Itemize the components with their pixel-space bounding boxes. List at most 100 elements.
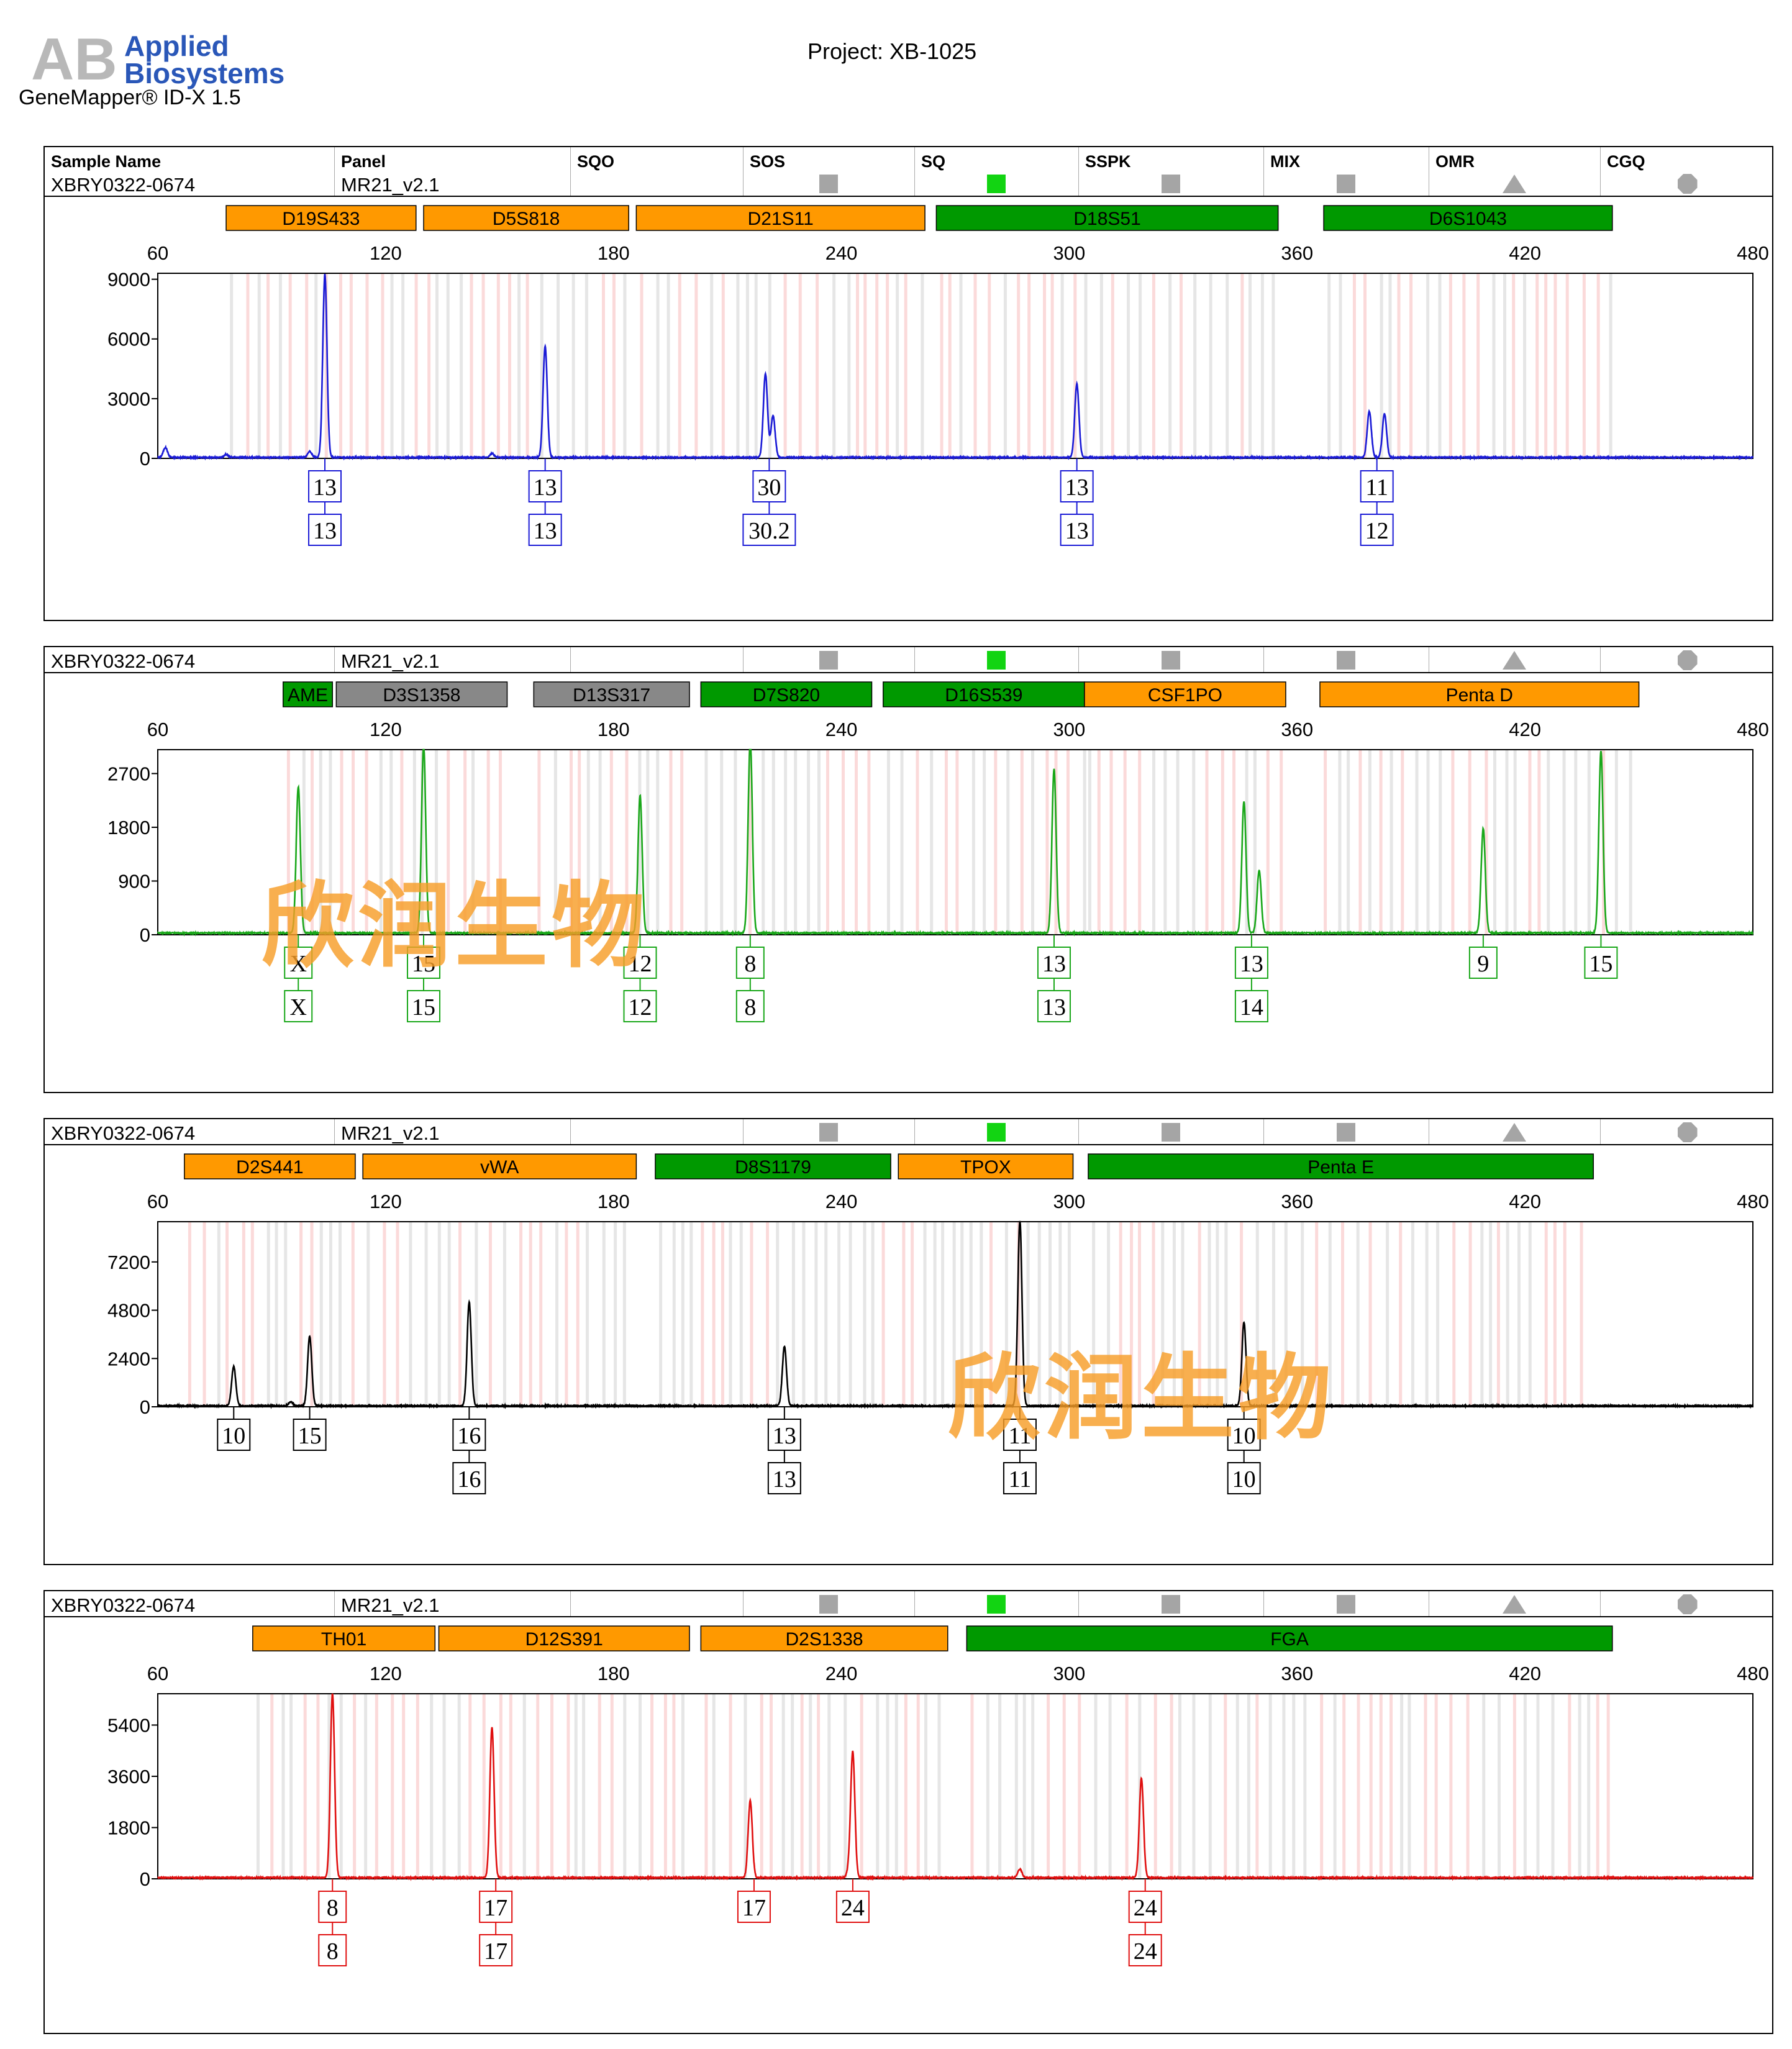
allele-call-label: 13	[773, 1423, 796, 1449]
marker-label: TPOX	[960, 1157, 1011, 1178]
allele-call-box[interactable]	[767, 1462, 801, 1494]
allele-call-box[interactable]	[1128, 1934, 1162, 1966]
marker-d8s1179[interactable]	[655, 1153, 891, 1179]
bin-band	[678, 273, 681, 458]
sample-row[interactable]: XBRY0322-0674 MR21_v2.1	[45, 647, 1772, 673]
allele-call-box[interactable]	[737, 1891, 771, 1923]
allele-call-box[interactable]	[284, 990, 313, 1022]
marker-vwa[interactable]	[362, 1153, 637, 1179]
x-tick-label: 240	[826, 1663, 858, 1684]
qc-gray-square-icon	[1337, 1595, 1355, 1614]
bin-band	[1152, 750, 1155, 935]
marker-tpox[interactable]	[898, 1153, 1074, 1179]
panel-name: MR21_v2.1	[334, 647, 570, 672]
marker-penta-d[interactable]	[1319, 681, 1640, 707]
sample-panel-1: XBRY0322-0674 MR21_v2.1 D19S433 D5S818 D21S1…	[43, 171, 1773, 621]
allele-call-box[interactable]	[308, 470, 342, 502]
marker-d5s818[interactable]	[423, 205, 629, 231]
allele-call-box[interactable]	[479, 1891, 513, 1923]
marker-csf1po[interactable]	[1084, 681, 1286, 707]
qc-cell-omr	[1429, 647, 1600, 672]
allele-call-box[interactable]	[1037, 947, 1071, 979]
x-tick-label: 180	[598, 1191, 630, 1212]
x-tick-label: 240	[826, 719, 858, 740]
allele-call-box[interactable]	[1584, 947, 1618, 979]
marker-d2s1338[interactable]	[700, 1625, 948, 1651]
marker-label: D16S539	[945, 685, 1022, 706]
header-col-sqo: SQO	[570, 147, 743, 171]
marker-ame[interactable]	[283, 681, 334, 707]
bin-band	[1462, 273, 1466, 458]
marker-d2s441[interactable]	[184, 1153, 356, 1179]
allele-call-box[interactable]	[1003, 1462, 1037, 1494]
marker-d18s51[interactable]	[935, 205, 1279, 231]
marker-th01[interactable]	[252, 1625, 436, 1651]
allele-call-box[interactable]	[1060, 470, 1094, 502]
allele-call-box[interactable]	[1227, 1462, 1261, 1494]
allele-call-box[interactable]	[623, 947, 657, 979]
header-col-sq: SQ	[914, 147, 1078, 171]
sample-row[interactable]: XBRY0322-0674 MR21_v2.1	[45, 1119, 1772, 1145]
bin-band	[1198, 1222, 1201, 1407]
allele-call-box[interactable]	[752, 470, 786, 502]
qc-cell-sqo	[570, 171, 743, 196]
marker-d13s317[interactable]	[533, 681, 690, 707]
allele-call-label: 11	[1009, 1466, 1032, 1492]
allele-call-box[interactable]	[452, 1462, 486, 1494]
bin-band	[1512, 273, 1516, 458]
allele-call-box[interactable]	[742, 514, 796, 546]
bin-band	[659, 1222, 663, 1407]
sample-row[interactable]: XBRY0322-0674 MR21_v2.1	[45, 171, 1772, 197]
allele-call-box[interactable]	[479, 1934, 513, 1966]
qc-triangle-icon	[1503, 175, 1526, 193]
x-tick-label: 180	[598, 719, 630, 740]
allele-call-box[interactable]	[735, 990, 765, 1022]
marker-fga[interactable]	[966, 1625, 1613, 1651]
bin-band	[1434, 1694, 1438, 1879]
allele-call-box[interactable]	[1060, 514, 1094, 546]
allele-call-box[interactable]	[308, 514, 342, 546]
allele-call-box[interactable]	[293, 1419, 327, 1451]
allele-call-box[interactable]	[1227, 1419, 1261, 1451]
allele-call-box[interactable]	[1360, 514, 1394, 546]
marker-d19s433[interactable]	[225, 205, 417, 231]
bin-band	[863, 273, 867, 458]
marker-d12s391[interactable]	[438, 1625, 690, 1651]
bin-band	[762, 750, 765, 935]
marker-penta-e[interactable]	[1088, 1153, 1594, 1179]
allele-call-box[interactable]	[1468, 947, 1498, 979]
bin-band	[1468, 750, 1471, 935]
marker-d21s11[interactable]	[635, 205, 926, 231]
allele-call-box[interactable]	[835, 1891, 870, 1923]
x-tick-label: 480	[1737, 242, 1769, 264]
allele-call-box[interactable]	[1234, 990, 1268, 1022]
allele-call-box[interactable]	[623, 990, 657, 1022]
marker-d16s539[interactable]	[883, 681, 1085, 707]
marker-d7s820[interactable]	[700, 681, 873, 707]
bin-band	[266, 273, 270, 458]
allele-call-box[interactable]	[1128, 1891, 1162, 1923]
bin-band	[1341, 1222, 1345, 1407]
allele-call-box[interactable]	[318, 1934, 347, 1966]
allele-call-box[interactable]	[528, 514, 562, 546]
allele-call-label: 12	[1365, 518, 1389, 544]
bin-band	[1513, 750, 1517, 935]
bin-band	[1327, 273, 1331, 458]
allele-call-box[interactable]	[1037, 990, 1071, 1022]
marker-d6s1043[interactable]	[1323, 205, 1613, 231]
bin-band	[1517, 1222, 1521, 1407]
allele-call-box[interactable]	[217, 1419, 251, 1451]
bin-band	[576, 1222, 580, 1407]
allele-call-box[interactable]	[407, 990, 440, 1022]
marker-d3s1358[interactable]	[335, 681, 508, 707]
allele-call-box[interactable]	[1360, 470, 1394, 502]
x-tick-label: 300	[1053, 719, 1086, 740]
bin-band	[1014, 1694, 1018, 1879]
bin-band	[540, 273, 544, 458]
allele-call-box[interactable]	[1234, 947, 1268, 979]
bin-band	[666, 273, 670, 458]
allele-call-box[interactable]	[528, 470, 562, 502]
sample-row[interactable]: XBRY0322-0674 MR21_v2.1	[45, 1591, 1772, 1617]
header-col-cgq: CGQ	[1600, 147, 1775, 171]
allele-call-box[interactable]	[452, 1419, 486, 1451]
